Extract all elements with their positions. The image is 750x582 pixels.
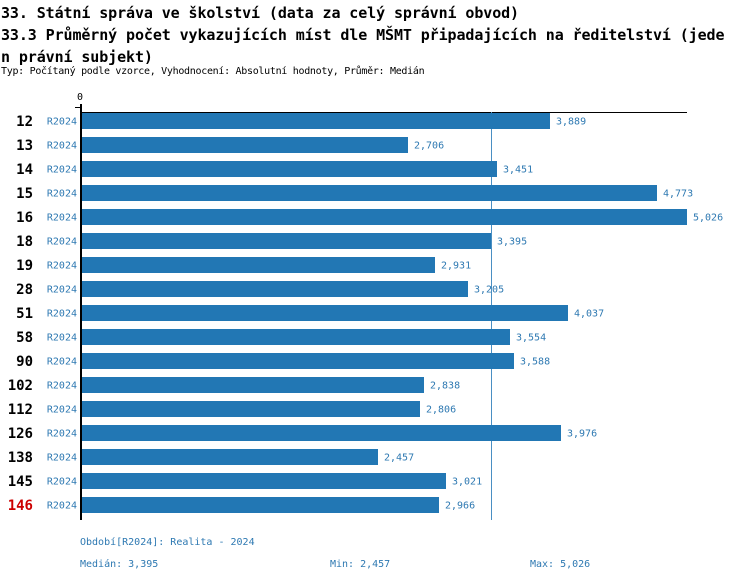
bar: [82, 377, 424, 393]
page-title-line-3: n právní subjekt): [1, 48, 153, 66]
bar-value-label: 2,966: [445, 500, 476, 512]
bar: [82, 209, 687, 225]
table-row: 90 R2024 3,588: [0, 350, 750, 374]
chart-subtitle: Typ: Počítaný podle vzorce, Vyhodnocení:…: [1, 66, 425, 77]
row-category-label: 19: [16, 258, 33, 274]
row-category-label: 51: [16, 306, 33, 322]
table-row: 112 R2024 2,806: [0, 398, 750, 422]
bar: [82, 161, 497, 177]
page-title-line-2: 33.3 Průměrný počet vykazujících míst dl…: [1, 26, 725, 44]
footer-max-stat: Max: 5,026: [530, 559, 591, 570]
row-period-label: R2024: [46, 140, 77, 152]
bar: [82, 449, 378, 465]
bar: [82, 233, 491, 249]
bar-value-label: 3,205: [474, 284, 505, 296]
table-row: 102 R2024 2,838: [0, 374, 750, 398]
row-period-label: R2024: [46, 308, 77, 320]
row-category-label: 18: [16, 234, 33, 250]
row-period-label: R2024: [46, 404, 77, 416]
row-category-label: 146: [7, 498, 33, 514]
x-axis-zero-tick: [75, 107, 81, 108]
bar-value-label: 5,026: [693, 212, 724, 224]
row-category-label: 145: [7, 474, 33, 490]
row-period-label: R2024: [46, 260, 77, 272]
bar: [82, 401, 420, 417]
bar-value-label: 4,773: [663, 188, 694, 200]
row-category-label: 112: [7, 402, 33, 418]
x-axis-zero-label: 0: [76, 92, 84, 103]
bar: [82, 137, 408, 153]
row-period-label: R2024: [46, 356, 77, 368]
row-category-label: 16: [16, 210, 33, 226]
y-axis-line: [80, 104, 82, 520]
table-row: 126 R2024 3,976: [0, 422, 750, 446]
bar-value-label: 3,395: [497, 236, 528, 248]
row-category-label: 102: [7, 378, 33, 394]
table-row: 13 R2024 2,706: [0, 134, 750, 158]
row-category-label: 58: [16, 330, 33, 346]
bar-value-label: 3,021: [452, 476, 483, 488]
bar: [82, 113, 550, 129]
row-period-label: R2024: [46, 164, 77, 176]
x-axis-top-line: [80, 112, 687, 113]
bar: [82, 425, 561, 441]
row-period-label: R2024: [46, 188, 77, 200]
table-row: 14 R2024 3,451: [0, 158, 750, 182]
row-category-label: 90: [16, 354, 33, 370]
footer-median-stat: Medián: 3,395: [80, 559, 159, 570]
table-row: 51 R2024 4,037: [0, 302, 750, 326]
bar-value-label: 4,037: [574, 308, 605, 320]
row-period-label: R2024: [46, 380, 77, 392]
row-category-label: 126: [7, 426, 33, 442]
row-category-label: 13: [16, 138, 33, 154]
table-row: 145 R2024 3,021: [0, 470, 750, 494]
footer-min-stat: Min: 2,457: [330, 559, 391, 570]
row-period-label: R2024: [46, 500, 77, 512]
table-row: 28 R2024 3,205: [0, 278, 750, 302]
row-period-label: R2024: [46, 476, 77, 488]
bar: [82, 257, 435, 273]
table-row: 58 R2024 3,554: [0, 326, 750, 350]
row-category-label: 15: [16, 186, 33, 202]
table-row: 146 R2024 2,966: [0, 494, 750, 518]
bar-value-label: 2,931: [441, 260, 472, 272]
table-row: 19 R2024 2,931: [0, 254, 750, 278]
bar-value-label: 2,457: [384, 452, 415, 464]
table-row: 12 R2024 3,889: [0, 110, 750, 134]
bar-value-label: 3,976: [567, 428, 598, 440]
bar-value-label: 2,838: [430, 380, 461, 392]
bar: [82, 329, 510, 345]
row-period-label: R2024: [46, 212, 77, 224]
row-category-label: 138: [7, 450, 33, 466]
page-title-line-1: 33. Státní správa ve školství (data za c…: [1, 4, 519, 22]
row-period-label: R2024: [46, 452, 77, 464]
row-period-label: R2024: [46, 428, 77, 440]
bar: [82, 305, 568, 321]
bar: [82, 185, 657, 201]
bar: [82, 473, 446, 489]
row-period-label: R2024: [46, 332, 77, 344]
bar: [82, 353, 514, 369]
table-row: 15 R2024 4,773: [0, 182, 750, 206]
bar-value-label: 3,889: [556, 116, 587, 128]
bar-value-label: 2,806: [426, 404, 457, 416]
row-period-label: R2024: [46, 284, 77, 296]
row-period-label: R2024: [46, 116, 77, 128]
bar: [82, 497, 439, 513]
row-category-label: 28: [16, 282, 33, 298]
table-row: 18 R2024 3,395: [0, 230, 750, 254]
table-row: 138 R2024 2,457: [0, 446, 750, 470]
table-row: 16 R2024 5,026: [0, 206, 750, 230]
row-category-label: 14: [16, 162, 33, 178]
bar-value-label: 3,588: [520, 356, 551, 368]
footer-period-info: Období[R2024]: Realita - 2024: [80, 537, 255, 548]
row-category-label: 12: [16, 114, 33, 130]
bar-value-label: 2,706: [414, 140, 445, 152]
bar-value-label: 3,451: [503, 164, 534, 176]
bar: [82, 281, 468, 297]
bar-value-label: 3,554: [516, 332, 547, 344]
row-period-label: R2024: [46, 236, 77, 248]
